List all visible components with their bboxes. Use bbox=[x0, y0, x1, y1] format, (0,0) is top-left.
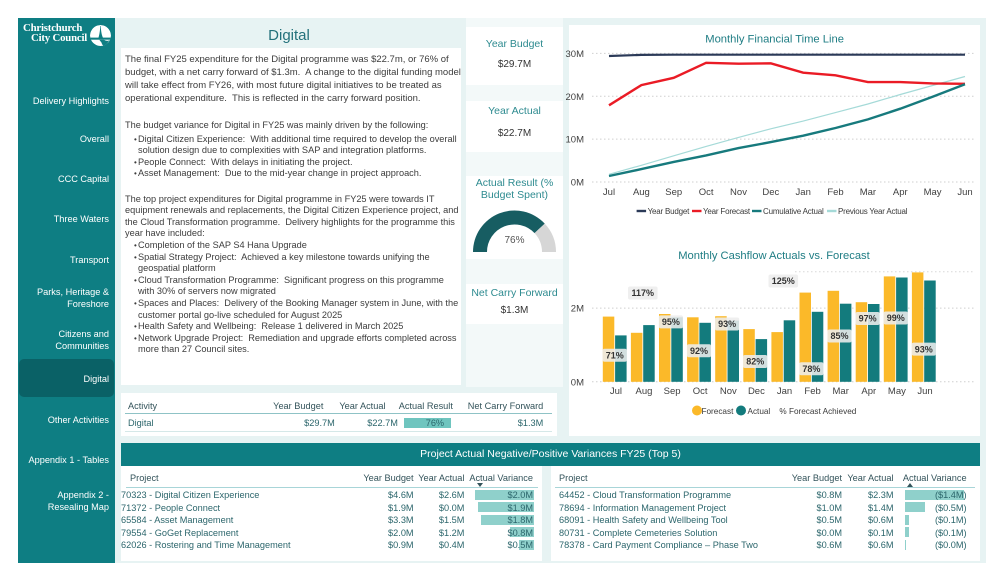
svg-text:0M: 0M bbox=[571, 178, 584, 189]
svg-text:92%: 92% bbox=[690, 346, 708, 356]
svg-text:May: May bbox=[888, 386, 906, 397]
svg-text:82%: 82% bbox=[746, 357, 764, 367]
svg-text:Jan: Jan bbox=[777, 386, 792, 397]
svg-text:71%: 71% bbox=[606, 351, 624, 361]
svg-text:Feb: Feb bbox=[827, 187, 843, 198]
svg-text:Year Budget: Year Budget bbox=[648, 207, 691, 216]
svg-text:99%: 99% bbox=[887, 313, 905, 323]
svg-text:Sep: Sep bbox=[665, 187, 682, 198]
svg-text:Nov: Nov bbox=[730, 187, 747, 198]
svg-text:2M: 2M bbox=[571, 304, 584, 315]
svg-text:Jun: Jun bbox=[917, 386, 932, 397]
svg-text:Mar: Mar bbox=[833, 386, 849, 397]
svg-text:Jan: Jan bbox=[796, 187, 811, 198]
svg-text:Actual: Actual bbox=[748, 407, 771, 416]
svg-text:95%: 95% bbox=[662, 317, 680, 327]
svg-text:Apr: Apr bbox=[861, 386, 876, 397]
svg-text:Mar: Mar bbox=[860, 187, 876, 198]
svg-text:20M: 20M bbox=[566, 92, 585, 103]
svg-text:% Forecast Achieved: % Forecast Achieved bbox=[779, 407, 856, 416]
svg-text:30M: 30M bbox=[566, 49, 585, 60]
svg-text:97%: 97% bbox=[859, 314, 877, 324]
svg-text:93%: 93% bbox=[718, 319, 736, 329]
svg-text:Forecast: Forecast bbox=[702, 407, 735, 416]
svg-text:Previous Year Actual: Previous Year Actual bbox=[838, 207, 908, 216]
svg-text:Monthly Cashflow Actuals vs. F: Monthly Cashflow Actuals vs. Forecast bbox=[678, 250, 870, 262]
svg-text:125%: 125% bbox=[772, 276, 795, 286]
svg-text:Year Forecast: Year Forecast bbox=[703, 207, 751, 216]
svg-text:93%: 93% bbox=[915, 344, 933, 354]
svg-text:Sep: Sep bbox=[664, 386, 681, 397]
svg-text:Feb: Feb bbox=[804, 386, 820, 397]
svg-text:May: May bbox=[924, 187, 942, 198]
svg-text:Jun: Jun bbox=[957, 187, 972, 198]
svg-text:Dec: Dec bbox=[762, 187, 779, 198]
svg-text:10M: 10M bbox=[566, 135, 585, 146]
svg-text:0M: 0M bbox=[571, 377, 584, 388]
svg-text:Apr: Apr bbox=[893, 187, 908, 198]
svg-text:Jul: Jul bbox=[603, 187, 615, 198]
svg-text:85%: 85% bbox=[830, 331, 848, 341]
svg-text:Monthly Financial Time Line: Monthly Financial Time Line bbox=[705, 34, 844, 46]
svg-text:Oct: Oct bbox=[699, 187, 714, 198]
svg-text:Jul: Jul bbox=[610, 386, 622, 397]
svg-text:78%: 78% bbox=[802, 364, 820, 374]
svg-text:Dec: Dec bbox=[748, 386, 765, 397]
svg-text:Oct: Oct bbox=[693, 386, 708, 397]
svg-text:Nov: Nov bbox=[720, 386, 737, 397]
svg-text:117%: 117% bbox=[632, 288, 655, 298]
svg-text:Cumulative Actual: Cumulative Actual bbox=[763, 207, 824, 216]
svg-text:Aug: Aug bbox=[636, 386, 653, 397]
svg-text:Aug: Aug bbox=[633, 187, 650, 198]
